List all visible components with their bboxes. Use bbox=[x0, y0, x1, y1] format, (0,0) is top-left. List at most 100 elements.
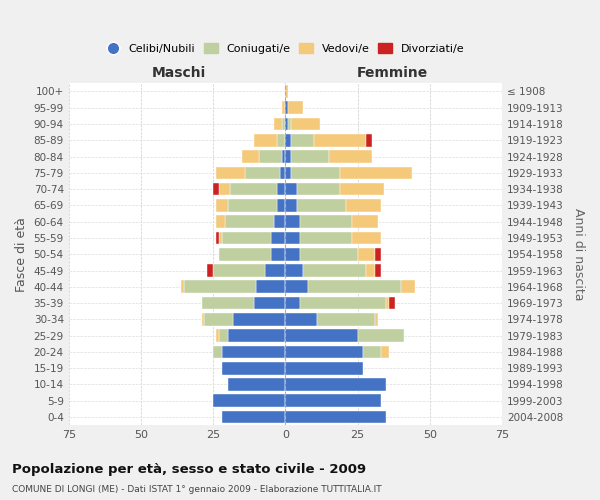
Bar bbox=[375, 313, 378, 326]
Bar bbox=[222, 362, 286, 374]
Bar bbox=[340, 166, 412, 179]
Bar bbox=[254, 134, 277, 146]
Bar bbox=[256, 280, 286, 293]
Bar bbox=[286, 216, 300, 228]
Bar bbox=[300, 296, 386, 310]
Bar bbox=[222, 232, 271, 244]
Bar bbox=[286, 362, 364, 374]
Bar bbox=[286, 166, 291, 179]
Bar bbox=[286, 330, 358, 342]
Bar bbox=[216, 232, 219, 244]
Bar bbox=[213, 346, 222, 358]
Bar bbox=[286, 296, 300, 310]
Bar bbox=[366, 134, 372, 146]
Bar bbox=[286, 410, 386, 424]
Bar bbox=[286, 346, 364, 358]
Bar bbox=[286, 134, 291, 146]
Bar bbox=[286, 394, 381, 407]
Bar bbox=[286, 102, 288, 114]
Bar bbox=[283, 102, 286, 114]
Bar bbox=[219, 183, 230, 196]
Bar bbox=[208, 264, 213, 277]
Bar bbox=[277, 199, 286, 212]
Bar bbox=[300, 216, 352, 228]
Bar bbox=[283, 150, 286, 163]
Bar bbox=[184, 280, 256, 293]
Bar bbox=[346, 199, 381, 212]
Bar bbox=[222, 346, 286, 358]
Bar bbox=[274, 216, 286, 228]
Text: Maschi: Maschi bbox=[151, 66, 206, 80]
Bar bbox=[265, 264, 286, 277]
Bar bbox=[302, 264, 366, 277]
Bar bbox=[286, 313, 317, 326]
Y-axis label: Fasce di età: Fasce di età bbox=[15, 217, 28, 292]
Bar bbox=[375, 264, 381, 277]
Bar bbox=[222, 410, 286, 424]
Bar bbox=[286, 85, 288, 98]
Legend: Celibi/Nubili, Coniugati/e, Vedovi/e, Divorziati/e: Celibi/Nubili, Coniugati/e, Vedovi/e, Di… bbox=[104, 41, 466, 56]
Bar bbox=[216, 199, 227, 212]
Bar bbox=[202, 313, 205, 326]
Bar bbox=[227, 378, 286, 391]
Bar bbox=[358, 330, 404, 342]
Bar bbox=[216, 216, 224, 228]
Bar bbox=[286, 264, 302, 277]
Bar bbox=[216, 330, 219, 342]
Bar bbox=[308, 280, 401, 293]
Bar bbox=[254, 296, 286, 310]
Bar bbox=[271, 232, 286, 244]
Bar bbox=[242, 150, 259, 163]
Bar bbox=[286, 232, 300, 244]
Bar bbox=[202, 296, 254, 310]
Bar bbox=[297, 199, 346, 212]
Bar bbox=[286, 378, 386, 391]
Bar bbox=[317, 313, 375, 326]
Bar bbox=[389, 296, 395, 310]
Bar bbox=[227, 199, 277, 212]
Bar bbox=[291, 150, 329, 163]
Bar bbox=[233, 313, 286, 326]
Bar bbox=[259, 150, 283, 163]
Bar bbox=[213, 183, 219, 196]
Bar bbox=[245, 166, 280, 179]
Bar bbox=[219, 330, 227, 342]
Bar bbox=[329, 150, 372, 163]
Bar bbox=[213, 394, 286, 407]
Bar bbox=[280, 166, 286, 179]
Bar bbox=[291, 118, 320, 130]
Bar bbox=[205, 313, 233, 326]
Bar bbox=[283, 118, 286, 130]
Bar bbox=[386, 296, 389, 310]
Bar bbox=[286, 183, 297, 196]
Bar bbox=[271, 248, 286, 260]
Bar bbox=[381, 346, 389, 358]
Text: Popolazione per età, sesso e stato civile - 2009: Popolazione per età, sesso e stato civil… bbox=[12, 462, 366, 475]
Bar bbox=[216, 166, 245, 179]
Bar bbox=[291, 166, 340, 179]
Bar bbox=[288, 118, 291, 130]
Bar bbox=[352, 216, 378, 228]
Bar bbox=[286, 118, 288, 130]
Bar bbox=[277, 183, 286, 196]
Bar bbox=[274, 118, 283, 130]
Bar bbox=[300, 248, 358, 260]
Y-axis label: Anni di nascita: Anni di nascita bbox=[572, 208, 585, 300]
Bar bbox=[181, 280, 184, 293]
Bar bbox=[358, 248, 375, 260]
Bar bbox=[213, 264, 265, 277]
Bar bbox=[219, 232, 222, 244]
Bar bbox=[219, 248, 271, 260]
Bar bbox=[340, 183, 383, 196]
Bar bbox=[314, 134, 366, 146]
Bar bbox=[291, 134, 314, 146]
Bar bbox=[297, 183, 340, 196]
Bar bbox=[224, 216, 274, 228]
Bar bbox=[227, 330, 286, 342]
Bar bbox=[230, 183, 277, 196]
Text: Femmine: Femmine bbox=[356, 66, 428, 80]
Bar bbox=[286, 280, 308, 293]
Bar bbox=[288, 102, 302, 114]
Bar bbox=[364, 346, 381, 358]
Bar bbox=[366, 264, 375, 277]
